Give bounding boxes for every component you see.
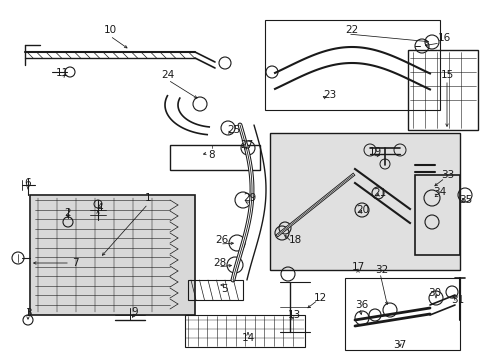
Text: 35: 35 <box>458 195 472 205</box>
Text: 32: 32 <box>375 265 388 275</box>
Text: 22: 22 <box>345 25 358 35</box>
Bar <box>264 20 439 110</box>
Bar <box>345 278 459 350</box>
Polygon shape <box>31 196 194 314</box>
Text: 10: 10 <box>103 25 116 35</box>
Bar <box>269 133 459 270</box>
Text: 15: 15 <box>440 70 453 80</box>
Text: 28: 28 <box>213 258 226 268</box>
Text: 16: 16 <box>436 33 450 43</box>
Text: 11: 11 <box>55 68 68 78</box>
Text: 21: 21 <box>373 188 386 198</box>
Text: 27: 27 <box>240 140 253 150</box>
Text: 5: 5 <box>221 284 228 294</box>
Text: 20: 20 <box>356 205 369 215</box>
Text: 30: 30 <box>427 288 441 298</box>
Bar <box>187 280 243 300</box>
Text: 9: 9 <box>131 307 138 317</box>
Text: 19: 19 <box>367 147 381 157</box>
Text: 4: 4 <box>97 203 103 213</box>
Bar <box>407 50 477 130</box>
Text: 13: 13 <box>287 310 300 320</box>
Text: 37: 37 <box>392 340 406 350</box>
Text: 2: 2 <box>64 208 71 218</box>
Text: 24: 24 <box>161 70 174 80</box>
Text: 33: 33 <box>441 170 454 180</box>
Text: 14: 14 <box>241 333 254 343</box>
Text: 29: 29 <box>243 193 256 203</box>
Text: 17: 17 <box>351 262 364 272</box>
Bar <box>414 175 459 255</box>
Text: 12: 12 <box>313 293 326 303</box>
Text: 23: 23 <box>323 90 336 100</box>
Bar <box>30 195 195 315</box>
Text: 7: 7 <box>72 258 78 268</box>
Text: 31: 31 <box>450 295 464 305</box>
Bar <box>170 145 260 170</box>
Text: 6: 6 <box>24 178 31 188</box>
Polygon shape <box>270 134 458 269</box>
Text: 34: 34 <box>432 187 446 197</box>
Text: 36: 36 <box>355 300 368 310</box>
Bar <box>184 315 305 347</box>
Text: 18: 18 <box>288 235 301 245</box>
Text: 26: 26 <box>215 235 228 245</box>
Text: 1: 1 <box>144 193 151 203</box>
Text: 3: 3 <box>24 308 31 318</box>
Text: 25: 25 <box>227 125 240 135</box>
Text: 8: 8 <box>208 150 215 160</box>
